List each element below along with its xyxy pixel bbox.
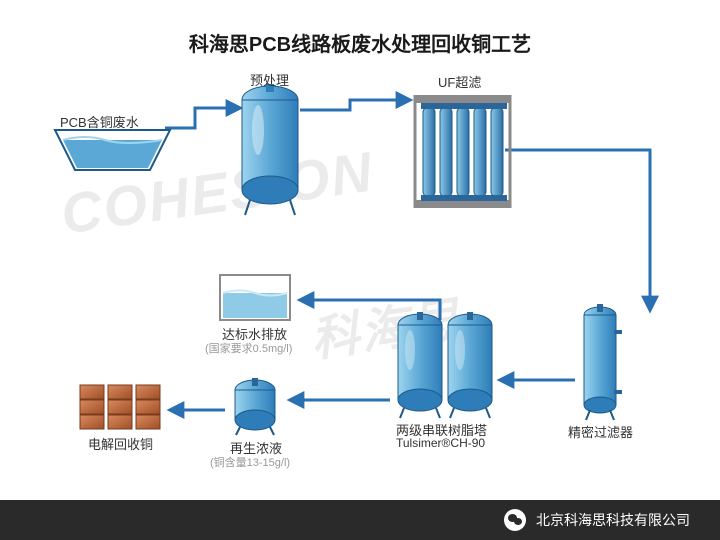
uf-module: [415, 95, 510, 208]
label-wastewater: PCB含铜废水: [60, 112, 139, 131]
regen-vessel: [235, 378, 275, 435]
copper-blocks: [80, 385, 160, 429]
flow-svg: [0, 0, 720, 540]
diagram-canvas: COHESION 科海思 科海思PCB线路板废水处理回收铜工艺: [0, 0, 720, 540]
footer-bar: 北京科海思科技有限公司: [0, 500, 720, 540]
wechat-icon: [504, 509, 526, 531]
label-precision: 精密过滤器: [568, 422, 633, 441]
resin-towers: [398, 312, 492, 418]
label-resin-sub: Tulsimer®CH-90: [396, 436, 485, 450]
label-copper: 电解回收铜: [88, 434, 153, 453]
discharge-tank: [220, 275, 290, 320]
footer-company: 北京科海思科技有限公司: [536, 510, 690, 530]
precision-filter: [584, 304, 622, 420]
label-regen-sub: (铜含量13-15g/l): [210, 454, 290, 470]
label-discharge-sub: (国家要求0.5mg/l): [205, 340, 292, 356]
wastewater-tank: [55, 130, 170, 170]
label-pretreat: 预处理: [250, 70, 289, 89]
label-uf: UF超滤: [438, 72, 481, 91]
pretreatment-vessel: [242, 84, 298, 215]
